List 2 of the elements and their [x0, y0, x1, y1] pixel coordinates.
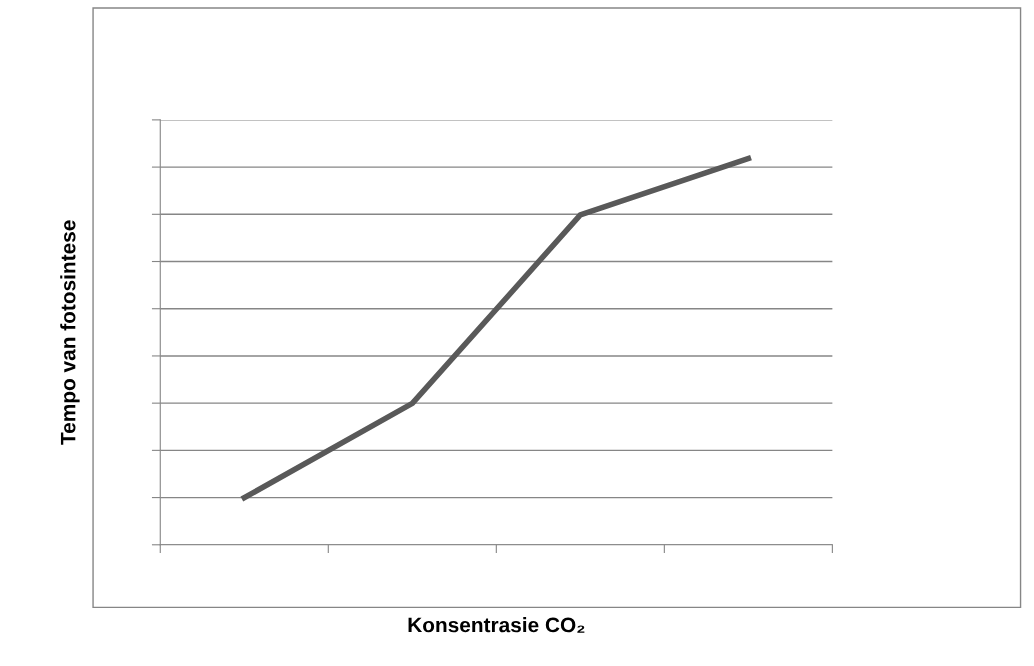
y-axis-title: Tempo van fotosintese: [60, 220, 80, 445]
x-axis-title: Konsentrasie CO₂: [408, 617, 585, 633]
